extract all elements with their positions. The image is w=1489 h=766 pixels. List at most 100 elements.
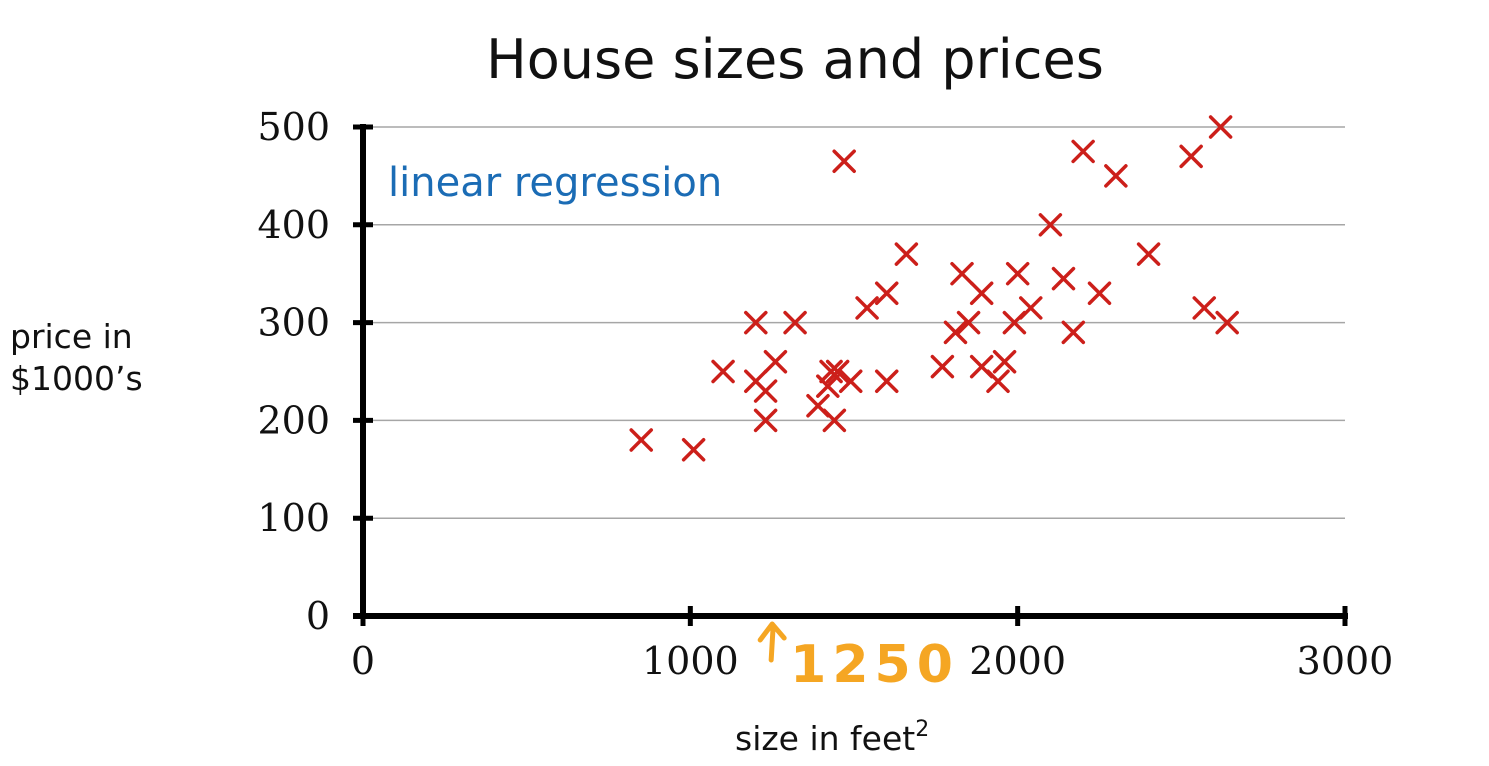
data-point-stroke-b [1071,139,1095,164]
data-point-stroke-b [1208,115,1233,139]
data-point-stroke-b [1179,144,1203,169]
data-point-16 [838,369,863,394]
axes [353,124,1348,626]
data-point-2 [681,437,706,462]
y-tick-label-300: 300 [257,301,330,345]
data-point-14 [825,359,850,384]
data-point-35 [1071,139,1095,164]
data-point-stroke-b [1005,261,1030,286]
data-point-12 [819,359,843,384]
data-point-stroke-b [874,369,899,394]
data-point-25 [969,281,994,306]
data-point-30 [1005,261,1030,286]
handwritten-label: 1250 [790,635,959,695]
data-point-stroke-b [1104,164,1128,188]
data-point-stroke-b [969,281,994,306]
data-point-stroke-b [681,437,706,462]
data-point-39 [1179,144,1203,169]
data-point-24 [956,310,981,335]
data-point-stroke-b [894,242,919,266]
y-tick-label-200: 200 [257,398,330,442]
data-point-stroke-b [711,359,735,384]
data-point-stroke-b [956,310,981,335]
data-point-stroke-b [819,359,843,384]
data-point-37 [1104,164,1128,188]
data-point-stroke-b [816,374,840,398]
y-tick-label-0: 0 [306,594,330,638]
data-point-stroke-b [1051,266,1076,291]
y-tick-labels: 0 100 200 300 400 500 [257,105,330,638]
data-point-41 [1208,115,1233,139]
data-point-stroke-b [855,296,879,320]
data-point-33 [1051,266,1076,291]
data-point-stroke-b [992,349,1017,374]
data-point-13 [822,408,847,433]
data-point-stroke-b [950,261,974,286]
data-point-stroke-b [874,281,899,306]
y-axis-label-line-1: price in [10,317,133,356]
data-point-9 [783,310,807,335]
data-point-40 [1192,296,1216,320]
y-tick-label-500: 500 [257,105,330,149]
data-point-27 [986,369,1010,394]
y-axis-label-line-2: $1000’s [10,359,143,398]
data-point-stroke-b [763,349,788,374]
data-point-stroke-b [832,149,856,173]
handwritten-annotation: 1250 [757,621,959,695]
data-point-stroke-b [930,354,955,379]
data-point-1 [629,428,653,452]
data-point-stroke-b [753,408,778,433]
data-point-stroke-b [753,379,778,403]
data-point-18 [874,281,899,306]
data-point-stroke-b [943,320,968,345]
data-points [629,115,1239,462]
x-tick-labels: 0 1000 2000 3000 [351,639,1393,683]
data-point-21 [930,354,955,379]
data-point-stroke-b [1019,296,1043,320]
data-point-stroke-b [806,393,830,418]
chart-title: House sizes and prices [486,28,1104,91]
data-point-15 [832,149,856,173]
data-point-28 [992,349,1017,374]
data-point-19 [874,369,899,394]
data-point-42 [1215,310,1239,335]
data-point-23 [950,261,974,286]
data-point-7 [753,408,778,433]
handwritten-arrow [757,621,787,663]
data-point-20 [894,242,919,266]
data-point-stroke-b [838,369,863,394]
data-point-stroke-b [822,408,847,433]
data-point-32 [1038,213,1063,237]
data-point-stroke-b [969,354,994,379]
data-point-8 [763,349,788,374]
data-point-36 [1087,281,1112,306]
data-point-3 [711,359,735,384]
data-point-stroke-b [1038,213,1063,237]
data-point-17 [855,296,879,320]
x-tick-label-0: 0 [351,639,375,683]
data-point-stroke-b [783,310,807,335]
data-point-stroke-b [1136,242,1161,266]
data-point-34 [1061,320,1086,345]
data-point-38 [1136,242,1161,266]
x-axis-label: size in feet2 [735,717,929,758]
data-point-stroke-b [744,310,768,335]
data-point-22 [943,320,968,345]
y-tick-label-400: 400 [257,203,330,247]
data-point-6 [753,379,778,403]
data-point-4 [744,310,768,335]
data-point-stroke-b [1061,320,1086,345]
data-point-stroke-b [629,428,653,452]
data-point-stroke-b [1215,310,1239,335]
x-tick-label-3000: 3000 [1297,639,1394,683]
x-tick-label-2000: 2000 [969,639,1066,683]
data-point-stroke-b [1087,281,1112,306]
grid-lines [363,126,1345,519]
annotation-linear-regression: linear regression [388,160,722,206]
data-point-31 [1019,296,1043,320]
data-point-stroke-b [986,369,1010,394]
y-tick-label-100: 100 [257,496,330,540]
data-point-stroke-b [1192,296,1216,320]
data-point-stroke-b [825,359,850,384]
